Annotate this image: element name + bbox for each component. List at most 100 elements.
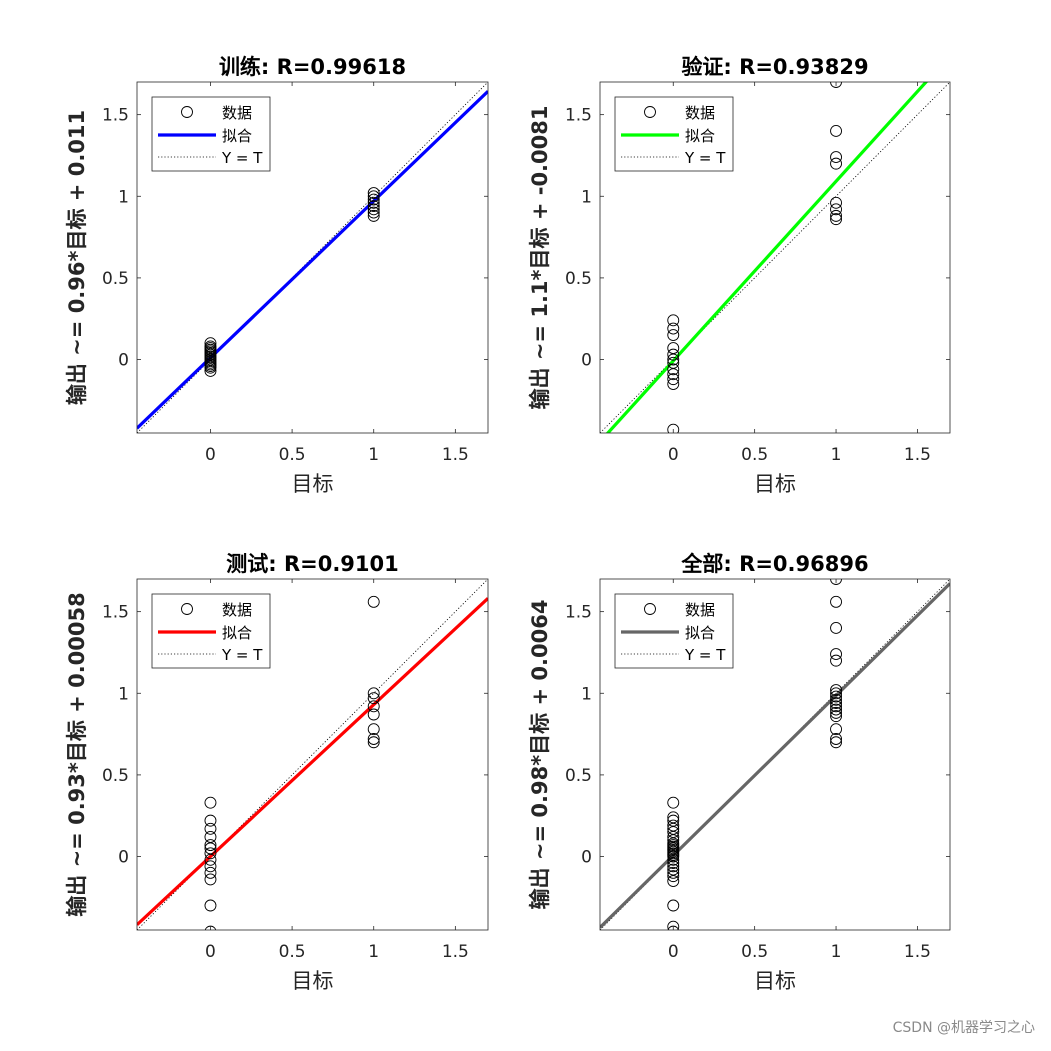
legend-marker-data	[181, 603, 193, 615]
data-point	[830, 733, 842, 745]
data-point	[830, 196, 842, 209]
y-axis-label: 输出 ~= 0.93*目标 + 0.00058	[65, 592, 89, 916]
axes-frame	[136, 578, 489, 931]
legend-label-fit: 拟合	[222, 127, 252, 145]
legend-label-data: 数据	[685, 104, 715, 122]
data-point	[667, 329, 680, 341]
fit-line	[137, 597, 488, 926]
data-point	[367, 200, 380, 213]
x-tick-label: 1.5	[442, 445, 469, 465]
x-axis-label: 目标	[754, 969, 796, 993]
x-axis-label: 目标	[292, 969, 334, 993]
data-point	[667, 920, 680, 930]
data-point	[367, 206, 380, 219]
x-tick-label: 1.5	[442, 942, 469, 962]
data-point	[204, 847, 217, 860]
y-tick-label: 0	[581, 351, 592, 371]
data-point	[830, 700, 842, 713]
data-point	[367, 708, 380, 721]
data-point	[367, 687, 380, 700]
data-point	[667, 866, 680, 879]
data-point	[667, 378, 680, 390]
data-point	[367, 723, 380, 736]
x-tick-label: 0.5	[279, 445, 306, 465]
legend-label-data: 数据	[222, 104, 252, 122]
x-axis-label: 目标	[754, 472, 796, 496]
data-point	[830, 157, 842, 170]
data-point	[830, 723, 842, 736]
legend-label-identity: Y = T	[221, 646, 263, 664]
data-point	[830, 125, 842, 137]
y-tick-label: 1	[118, 684, 129, 704]
plot-marks	[137, 579, 488, 930]
x-tick-label: 1	[368, 445, 379, 465]
data-point	[367, 196, 380, 209]
axes-frame	[599, 81, 951, 434]
data-point	[830, 648, 842, 661]
data-point	[367, 736, 380, 749]
x-axis-label: 目标	[292, 472, 334, 496]
data-point	[204, 337, 217, 350]
plot-marks	[600, 82, 950, 433]
data-point	[667, 870, 680, 883]
x-tick-label: 0.5	[279, 942, 306, 962]
data-point	[367, 692, 380, 705]
data-point	[667, 363, 680, 376]
data-point	[367, 203, 380, 216]
y-tick-label: 1	[581, 684, 592, 704]
data-point	[204, 822, 217, 835]
subplot-2: 0 0.5 1 1.5 0 0.5 1 1.5 验证: R=0.93829 目标 输出 ~= 1.1…	[528, 55, 951, 496]
data-point	[367, 209, 380, 222]
x-tick-label: 0	[668, 942, 679, 962]
data-point	[830, 710, 842, 723]
data-point	[830, 82, 842, 88]
fit-line	[600, 582, 950, 929]
x-tick-label: 1	[368, 942, 379, 962]
legend-marker-data	[644, 603, 656, 615]
data-point	[830, 684, 842, 696]
y-axis-label: 输出 ~= 0.98*目标 + 0.0064	[528, 600, 552, 910]
subplot-4: 0 0.5 1 1.5 0 0.5 1 1.5 全部: R=0.96896 目标 输出 ~= 0.9…	[528, 552, 951, 993]
subplot-1: 0 0.5 1 1.5 0 0.5 1 1.5 训练: R=0.99618 目标 输出 ~= 0.9…	[65, 55, 489, 496]
y-tick-label: 0	[118, 848, 129, 868]
legend-marker-data	[644, 106, 656, 118]
data-point	[830, 654, 842, 667]
subplot-title: 测试: R=0.9101	[226, 552, 399, 576]
data-point	[667, 819, 680, 832]
data-point	[667, 348, 680, 361]
x-tick-label: 1.5	[904, 445, 931, 465]
data-point	[204, 839, 217, 852]
identity-line	[600, 82, 950, 433]
data-point	[830, 203, 842, 216]
data-point	[667, 342, 680, 355]
x-tick-label: 0.5	[741, 942, 768, 962]
subplot-title: 训练: R=0.99618	[219, 55, 406, 79]
legend-label-identity: Y = T	[221, 149, 263, 167]
subplot-title: 全部: R=0.96896	[680, 552, 868, 576]
y-tick-label: 1.5	[565, 603, 592, 623]
data-point	[367, 595, 380, 608]
legend-label-data: 数据	[685, 601, 715, 619]
data-point	[204, 830, 217, 843]
data-point	[667, 356, 680, 369]
data-point	[204, 873, 217, 886]
data-point	[830, 579, 842, 585]
x-tick-label: 0	[205, 445, 216, 465]
data-point	[830, 703, 842, 716]
y-tick-label: 1	[581, 187, 592, 207]
data-point	[830, 693, 842, 706]
subplot-3: 0 0.5 1 1.5 0 0.5 1 1.5 测试: R=0.9101 目标 输出 ~= 0.93…	[65, 552, 489, 993]
y-axis-label: 输出 ~= 1.1*目标 + -0.0081	[528, 106, 552, 410]
data-point	[830, 213, 842, 226]
data-point	[830, 151, 842, 164]
axes-frame	[599, 578, 951, 931]
data-point	[204, 860, 217, 873]
legend-label-fit: 拟合	[222, 624, 252, 642]
data-point	[830, 736, 842, 749]
data-point	[667, 863, 680, 876]
fit-line	[137, 90, 488, 430]
data-point	[367, 190, 380, 203]
x-tick-label: 1	[831, 942, 842, 962]
